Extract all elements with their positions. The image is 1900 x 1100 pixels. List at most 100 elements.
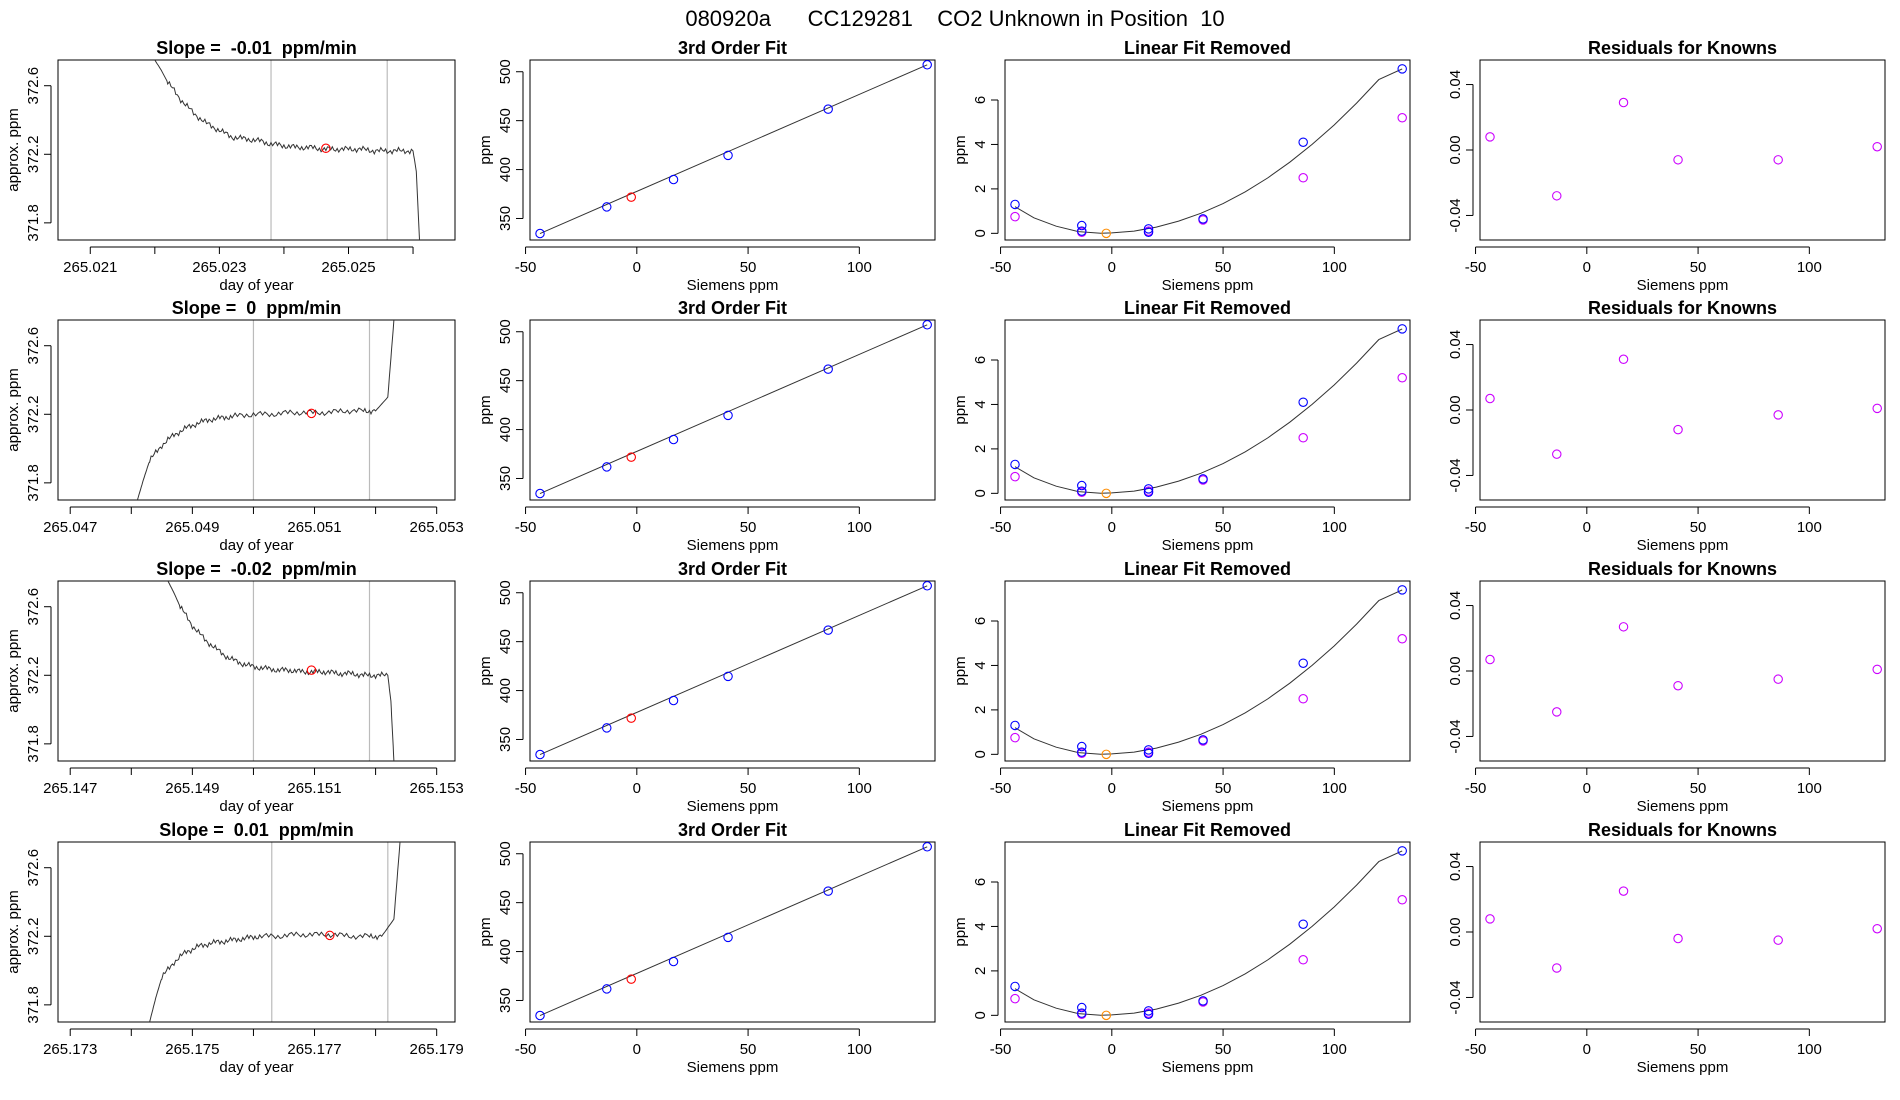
plot-frame (1479, 841, 1886, 1023)
y-tick-label: 372.6 (25, 588, 42, 626)
y-tick-label: -0.04 (1447, 198, 1464, 232)
x-axis-label: Siemens ppm (1162, 537, 1254, 554)
x-tick-label: 265.051 (287, 519, 341, 536)
x-tick-label: 50 (740, 1041, 757, 1058)
plot-area (136, 320, 395, 500)
x-axis-label: Siemens ppm (1637, 798, 1729, 815)
known-point (1298, 658, 1308, 668)
known-point (535, 228, 545, 239)
y-tick-label: 400 (497, 678, 514, 703)
x-tick-label: 50 (740, 519, 757, 536)
known-point (922, 581, 932, 591)
panel-title: Residuals for Knowns (1588, 38, 1777, 58)
x-tick-label: -50 (515, 1041, 537, 1058)
y-axis-label: approx. ppm (5, 629, 22, 712)
y-tick-label: 372.2 (25, 136, 42, 174)
known-point (535, 1010, 545, 1021)
x-tick-label: 100 (1797, 780, 1822, 797)
plot-area (1010, 324, 1407, 499)
known-point (1143, 227, 1154, 237)
y-tick-label: 350 (497, 206, 514, 231)
y-tick-label: 500 (497, 580, 514, 605)
x-tick-label: -50 (1465, 780, 1487, 797)
known-point (1397, 585, 1407, 595)
plot-frame (57, 59, 456, 241)
plot-area (1010, 64, 1407, 239)
panel-title: 3rd Order Fit (678, 298, 787, 318)
fit-line (539, 585, 928, 756)
known-point (723, 671, 733, 682)
x-axis-label: Siemens ppm (1637, 277, 1729, 294)
y-axis-label: ppm (477, 135, 494, 164)
y-tick-label: 400 (497, 157, 514, 182)
panel-title: Residuals for Knowns (1588, 559, 1777, 579)
y-tick-label: 450 (497, 108, 514, 133)
y-tick-label: 4 (972, 922, 989, 930)
known-point (602, 462, 612, 472)
x-tick-label: 265.147 (43, 780, 97, 797)
y-tick-label: 450 (497, 890, 514, 915)
plot-frame (1479, 59, 1886, 241)
y-tick-label: 372.2 (25, 396, 42, 434)
residual-point (1673, 680, 1683, 691)
y-tick-label: -0.04 (1447, 980, 1464, 1014)
known-point (1077, 486, 1087, 496)
panel-r2-c4: Residuals for Knowns -50 0 50 100 -0.04 0.00 0.… (1447, 298, 1886, 554)
panel-r4-c3: Linear Fit Removed -50 0 50 100 0 2 4 6 Siemens p… (952, 820, 1411, 1076)
unknown-point (1101, 1010, 1112, 1021)
panel-title: Slope = -0.02 ppm/min (156, 559, 357, 579)
x-tick-label: 100 (847, 1041, 872, 1058)
residual-point (1872, 141, 1882, 152)
y-tick-label: 0.00 (1447, 135, 1464, 164)
known-point (1198, 474, 1208, 484)
panel-r1-c4: Residuals for Knowns -50 0 50 100 -0.04 0.00 0.… (1447, 38, 1886, 294)
known-point (723, 150, 733, 161)
known-point (1077, 220, 1087, 231)
residual-point (1773, 155, 1783, 165)
panel-title: Linear Fit Removed (1124, 298, 1291, 318)
x-tick-label: 265.053 (410, 519, 464, 536)
unknown-point (626, 192, 636, 202)
panel-r2-c3: Linear Fit Removed -50 0 50 100 0 2 4 6 Siemens p… (952, 298, 1411, 554)
known-point (823, 886, 833, 896)
fit-curve (1014, 589, 1403, 755)
x-tick-label: -50 (990, 259, 1012, 276)
residual-point (1673, 424, 1683, 435)
x-axis-label: day of year (219, 1059, 293, 1076)
fit-curve (1014, 328, 1403, 494)
y-tick-label: 372.6 (25, 327, 42, 365)
x-axis-label: Siemens ppm (1637, 1059, 1729, 1076)
panel-title: Residuals for Knowns (1588, 820, 1777, 840)
residual-point (1298, 433, 1308, 443)
x-tick-label: 100 (847, 519, 872, 536)
known-point (1010, 981, 1020, 992)
x-tick-label: 265.023 (192, 259, 246, 276)
panel-r2-c1: Slope = 0 ppm/min 265.047 265.049 265.051 26… (5, 298, 464, 554)
y-tick-label: 0 (972, 229, 989, 237)
residual-point (1552, 449, 1562, 459)
y-tick-label: 0.04 (1447, 330, 1464, 359)
y-axis-label: ppm (477, 656, 494, 685)
x-tick-label: 100 (1797, 259, 1822, 276)
known-point (1198, 735, 1208, 745)
plot-area (149, 842, 401, 1022)
x-tick-label: 265.173 (43, 1041, 97, 1058)
known-point (723, 932, 733, 943)
y-axis-label: ppm (477, 917, 494, 946)
plot-frame (529, 580, 936, 762)
y-axis-label: ppm (477, 395, 494, 424)
y-tick-label: 0 (972, 489, 989, 497)
x-tick-label: 265.177 (287, 1041, 341, 1058)
trace-line (136, 320, 395, 500)
known-point (1198, 996, 1208, 1006)
panel-title: 3rd Order Fit (678, 820, 787, 840)
x-axis-label: day of year (219, 798, 293, 815)
x-tick-label: 265.179 (410, 1041, 464, 1058)
known-point (1397, 64, 1407, 74)
x-axis-label: Siemens ppm (687, 1059, 779, 1076)
residual-point (1010, 993, 1020, 1004)
y-tick-label: -0.04 (1447, 719, 1464, 753)
plot-frame (1004, 580, 1411, 762)
known-point (1143, 487, 1154, 497)
